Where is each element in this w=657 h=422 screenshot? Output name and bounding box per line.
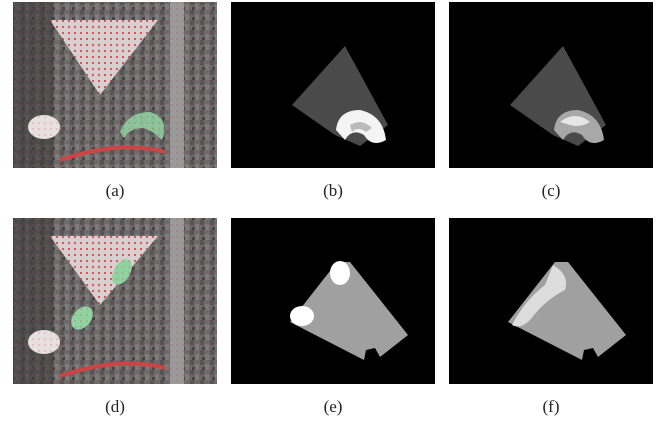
panel-a-image [13,2,217,168]
panel-label: (d) [105,397,125,416]
panel-b-image [231,2,435,168]
figure: (a) (b) (c) (d) (e) (f) [0,0,657,422]
panel-label: (c) [542,181,561,200]
panel-label: (e) [324,397,343,416]
panel-label: (a) [106,181,125,200]
panel-d-image [13,218,217,384]
panel-f-image [449,218,653,384]
panel-e-image [231,218,435,384]
panel-label: (f) [543,397,560,416]
panel-c-image [449,2,653,168]
panel-label: (b) [323,181,343,200]
